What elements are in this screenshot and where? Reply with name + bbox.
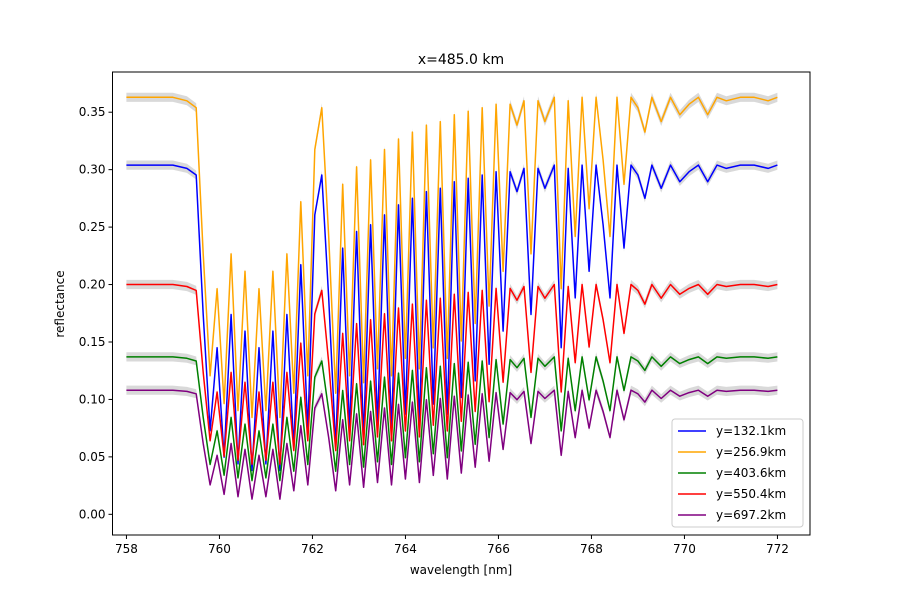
y-tick-label: 0.15 xyxy=(79,335,106,349)
legend-label-1: y=132.1km xyxy=(716,424,786,438)
legend-box xyxy=(671,418,804,528)
x-tick-label: 772 xyxy=(766,542,789,556)
x-axis-label: wavelength [nm] xyxy=(410,563,512,577)
y-axis-label: reflectance xyxy=(53,270,67,337)
x-tick-label: 764 xyxy=(394,542,417,556)
x-tick-label: 762 xyxy=(301,542,324,556)
legend-label-4: y=550.4km xyxy=(716,487,786,501)
legend-label-5: y=697.2km xyxy=(716,508,786,522)
y-tick-label: 0.00 xyxy=(79,507,106,521)
series-line-1 xyxy=(126,164,778,472)
y-tick-label: 0.35 xyxy=(79,105,106,119)
uncertainty-band-5 xyxy=(126,385,778,500)
y-tick-label: 0.30 xyxy=(79,163,106,177)
series-line-2 xyxy=(126,96,778,419)
y-tick-label: 0.25 xyxy=(79,220,106,234)
legend-label-3: y=403.6km xyxy=(716,466,786,480)
y-tick-label: 0.05 xyxy=(79,450,106,464)
series-lines xyxy=(126,96,778,500)
x-tick-label: 768 xyxy=(580,542,603,556)
plot-frame xyxy=(112,71,811,536)
uncertainty-bands xyxy=(126,92,778,500)
chart-title: x=485.0 km xyxy=(418,52,504,68)
legend: y=132.1km y=256.9km y=403.6km y=550.4km y=69… xyxy=(671,418,804,528)
legend-label-2: y=256.9km xyxy=(716,445,786,459)
x-tick-label: 770 xyxy=(673,542,696,556)
series-line-4 xyxy=(126,283,778,465)
y-tick-label: 0.10 xyxy=(79,392,106,406)
x-tick-label: 766 xyxy=(487,542,510,556)
series-line-5 xyxy=(126,389,778,500)
x-axis-ticks: 758 760 762 764 766 768 770 772 xyxy=(115,535,789,556)
y-tick-label: 0.20 xyxy=(79,278,106,292)
x-tick-label: 760 xyxy=(208,542,231,556)
y-axis-ticks: 0.00 0.05 0.10 0.15 0.20 0.25 0.30 0.35 xyxy=(79,105,113,521)
series-line-3 xyxy=(126,356,778,482)
x-tick-label: 758 xyxy=(115,542,138,556)
